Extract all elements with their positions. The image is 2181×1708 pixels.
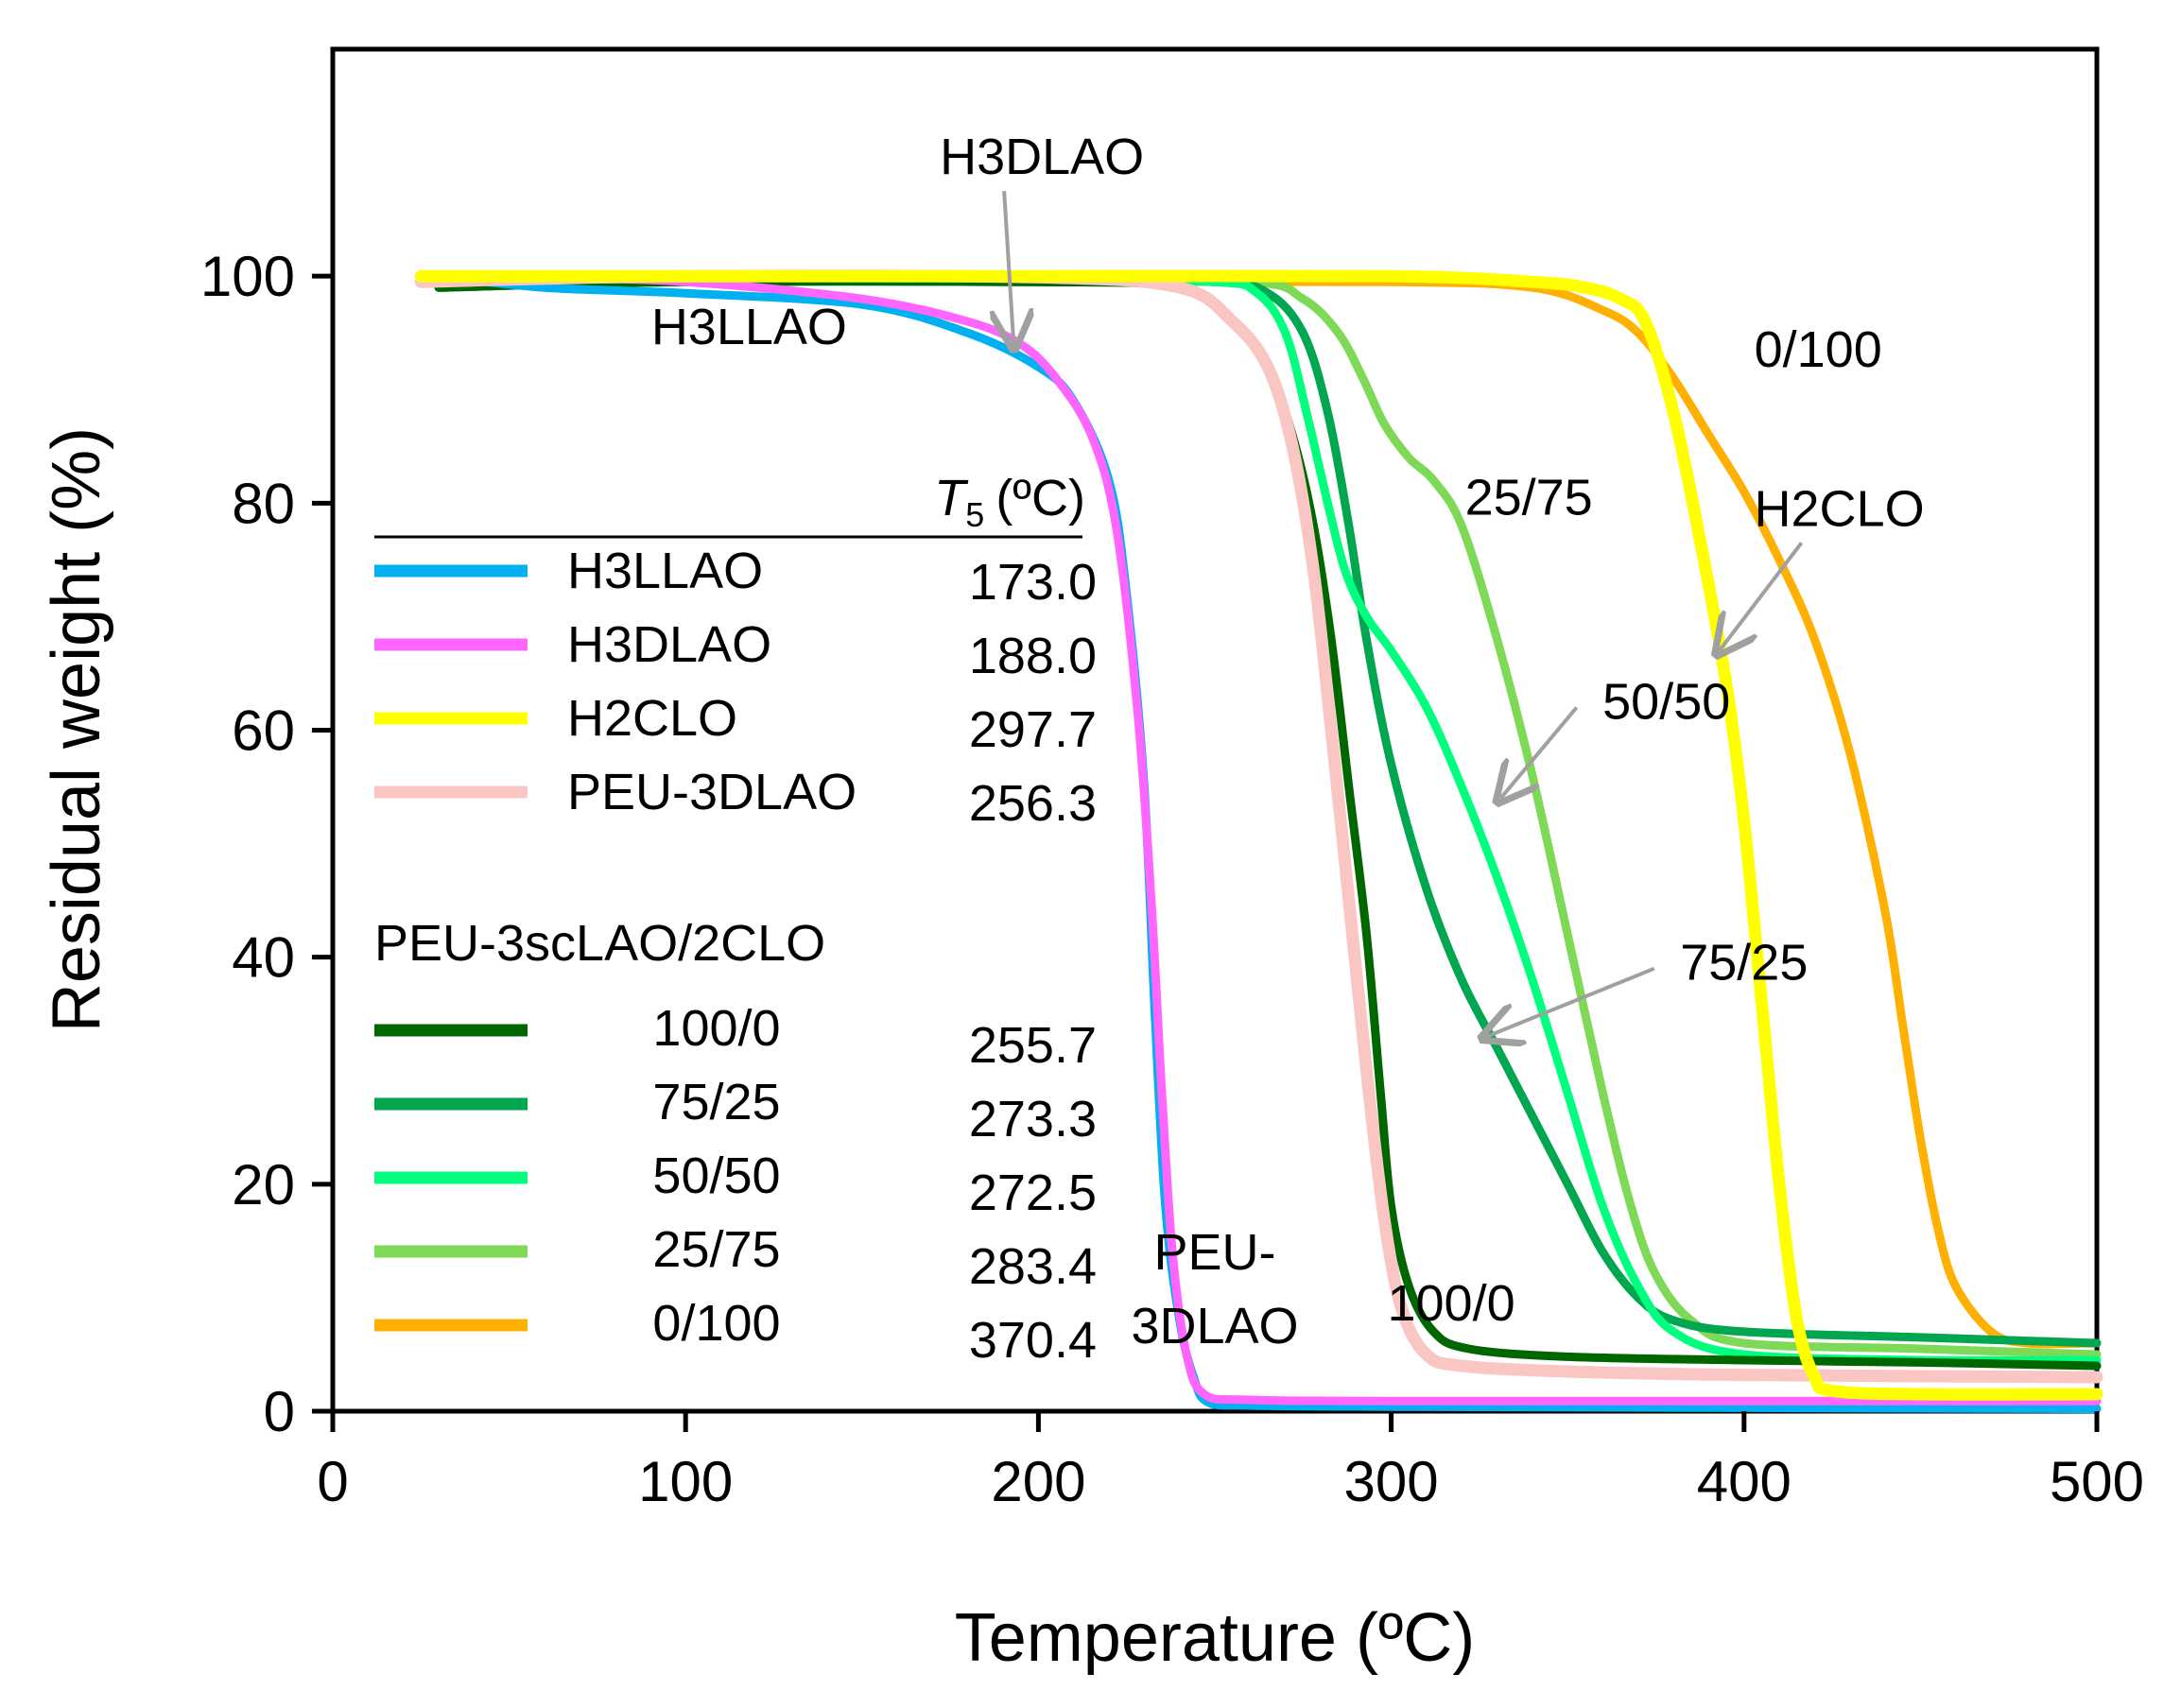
annotation-50-50: 50/50: [1602, 673, 1730, 730]
y-tick-label: 80: [232, 472, 295, 535]
legend-label-50-50: 50/50: [652, 1147, 780, 1204]
legend-label-h3dlao: H3DLAO: [567, 616, 771, 673]
annotation-arrow-75-25: [1486, 966, 1655, 1037]
legend: T5 (ºC) PEU-3scLAO/2CLO H3LLAO 173.0 H3DLAO…: [374, 470, 1097, 1369]
legend-t5-50-50: 272.5: [969, 1165, 1097, 1221]
legend-t5-25-75: 283.4: [969, 1238, 1097, 1295]
legend-label-0-100: 0/100: [652, 1295, 780, 1352]
x-tick-label: 400: [1697, 1450, 1792, 1513]
x-axis-title: Temperature (ºC): [955, 1600, 1475, 1676]
legend-t5-peu-3dlao: 256.3: [969, 775, 1097, 832]
x-tick-label: 0: [317, 1450, 348, 1513]
series-line-h3dlao: [416, 274, 2102, 1406]
y-tick-label: 40: [232, 926, 295, 990]
series-line-h2clo: [414, 269, 2103, 1401]
legend-group-title: PEU-3scLAO/2CLO: [374, 915, 825, 972]
annotation-75-25: 75/25: [1680, 935, 1808, 992]
legend-label-peu-3dlao: PEU-3DLAO: [567, 764, 857, 820]
y-tick-label: 60: [232, 699, 295, 763]
legend-t5-h2clo: 297.7: [969, 701, 1097, 758]
annotation-h3dlao: H3DLAO: [940, 129, 1144, 185]
annotation-3dlao: 3DLAO: [1131, 1298, 1298, 1354]
annotation-25-75: 25/75: [1465, 469, 1593, 526]
x-tick-label: 100: [638, 1450, 733, 1513]
x-tick-label: 300: [1344, 1450, 1439, 1513]
legend-entries: H3LLAO 173.0 H3DLAO 188.0 H2CLO 297.7 PEU-3DLA…: [374, 543, 1097, 1369]
annotation-0-100: 0/100: [1755, 321, 1882, 378]
legend-t5-75-25: 273.3: [969, 1091, 1097, 1147]
annotation-arrow-h2clo: [1720, 542, 1804, 650]
legend-t5-0-100: 370.4: [969, 1312, 1097, 1369]
x-tick-label: 500: [2050, 1450, 2144, 1513]
annotation-100-0: 100/0: [1387, 1275, 1515, 1332]
legend-t5-h3dlao: 188.0: [969, 628, 1097, 684]
series-line-peu-3dlao: [414, 269, 2103, 1384]
annotation-peu: PEU-: [1153, 1224, 1275, 1281]
legend-label-75-25: 75/25: [652, 1074, 780, 1130]
legend-header: T5 (ºC): [934, 470, 1085, 534]
annotation-h3llao: H3LLAO: [651, 299, 847, 355]
y-axis-title: Residual weight (%): [39, 427, 114, 1032]
legend-label-h2clo: H2CLO: [567, 690, 737, 747]
legend-t5-100-0: 255.7: [969, 1017, 1097, 1074]
legend-label-100-0: 100/0: [652, 1000, 780, 1057]
annotation-arrow-h3dlao: [1004, 190, 1013, 344]
y-tick-label: 0: [264, 1380, 295, 1443]
annotation-layer: H3DLAO H3LLAO 0/100 25/75 H2CLO 50/50 75/25 PEU…: [651, 129, 1925, 1354]
annotation-h2clo: H2CLO: [1755, 480, 1925, 537]
y-tick-label: 100: [200, 245, 295, 308]
y-tick-label: 20: [232, 1153, 295, 1216]
legend-t5-h3llao: 173.0: [969, 554, 1097, 611]
ticks-layer: 0 100 200 300 400 500 0 20 40 60 80 100: [200, 245, 2144, 1513]
x-tick-label: 200: [991, 1450, 1085, 1513]
annotation-arrow-50-50: [1500, 706, 1579, 798]
legend-label-h3llao: H3LLAO: [567, 543, 763, 599]
legend-label-25-75: 25/75: [652, 1221, 780, 1278]
series-layer: [414, 269, 2103, 1414]
